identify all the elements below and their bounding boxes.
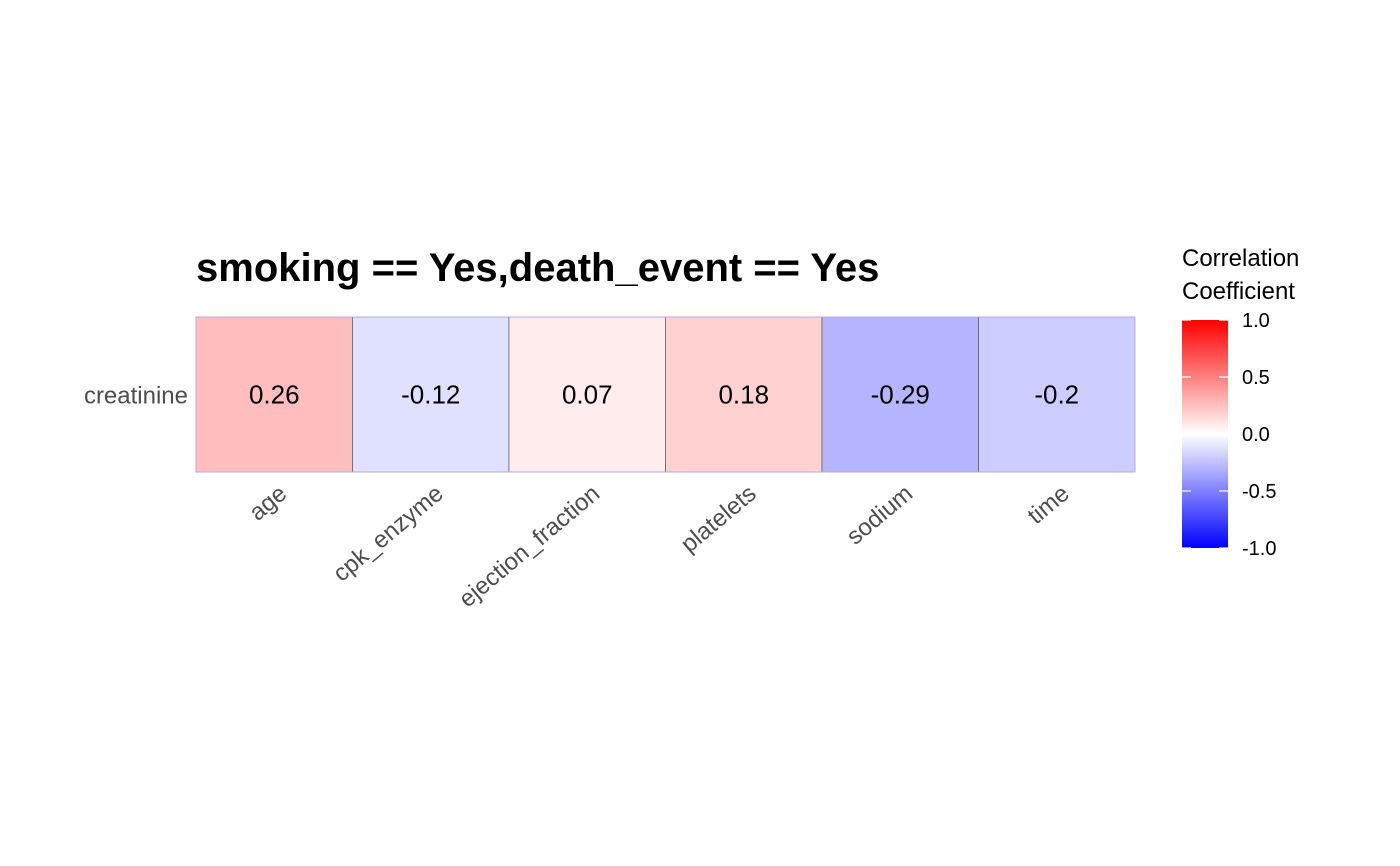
legend-title-line-1: Correlation	[1182, 245, 1299, 272]
legend-tick-label: 0.5	[1242, 367, 1270, 389]
column-labels: age cpk_enzyme ejection_fraction platelets s…	[244, 480, 1075, 613]
legend-tick-label: -0.5	[1242, 481, 1276, 503]
cell-value-label-time: -0.2	[1034, 380, 1079, 410]
color-legend: Correlation Coefficient 1.0 0.5 0.0 -0.5 -1.…	[1182, 245, 1299, 560]
legend-title-line-2: Coefficient	[1182, 278, 1295, 305]
column-label-age: age	[244, 480, 292, 526]
legend-tick-label: 0.0	[1242, 424, 1270, 446]
legend-tick-label: -1.0	[1242, 538, 1276, 560]
cell-value-label-sodium: -0.29	[871, 380, 930, 410]
cell-value-label-cpk_enzyme: -0.12	[401, 380, 460, 410]
heatmap-cell-creatinine-platelets	[665, 316, 823, 473]
chart-title: smoking == Yes,death_event == Yes	[196, 246, 879, 290]
heatmap-cell-creatinine-time	[978, 316, 1136, 473]
legend-tick-label: 1.0	[1242, 310, 1270, 332]
legend-ticks: 1.0 0.5 0.0 -0.5 -1.0	[1182, 310, 1276, 560]
row-label-creatinine: creatinine	[84, 383, 188, 410]
column-label-cpk_enzyme: cpk_enzyme	[328, 480, 449, 587]
column-label-time: time	[1023, 480, 1075, 530]
column-label-ejection_fraction: ejection_fraction	[454, 480, 605, 613]
heatmap-cell-creatinine-sodium	[821, 316, 979, 473]
cell-value-label-ejection_fraction: 0.07	[562, 380, 613, 410]
heatmap-border	[195, 316, 1136, 473]
row-labels: creatinine	[84, 383, 188, 410]
heatmap-cell-creatinine-cpk_enzyme	[352, 316, 510, 473]
cell-value-label-age: 0.26	[249, 380, 300, 410]
heatmap-cells: 0.26 -0.12 0.07 0.18 -0.29 -0.2	[195, 316, 1136, 473]
column-label-sodium: sodium	[841, 480, 918, 550]
column-label-platelets: platelets	[676, 480, 762, 558]
cell-value-label-platelets: 0.18	[718, 380, 769, 410]
heatmap-cell-creatinine-age	[195, 316, 353, 473]
